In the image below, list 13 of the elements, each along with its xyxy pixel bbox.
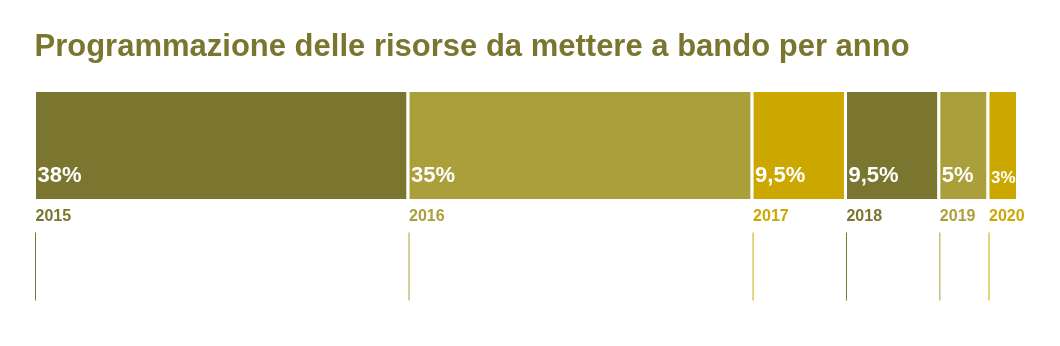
data-label: 9,5% [755, 161, 806, 187]
series-label: 2016 [409, 206, 445, 224]
data-label: 35% [411, 161, 456, 187]
series-label: 2020 [989, 206, 1025, 224]
data-label: 3% [991, 167, 1016, 187]
series-label: 2019 [939, 206, 976, 224]
data-label: 5% [941, 161, 974, 187]
data-label: 38% [37, 161, 82, 187]
series-label: 2018 [846, 206, 883, 224]
data-label: 9,5% [848, 161, 899, 187]
series-label: 2015 [35, 206, 72, 224]
chart-title: Programmazione delle risorse da mettere a bando per anno [34, 28, 910, 63]
series-label: 2017 [753, 206, 789, 224]
